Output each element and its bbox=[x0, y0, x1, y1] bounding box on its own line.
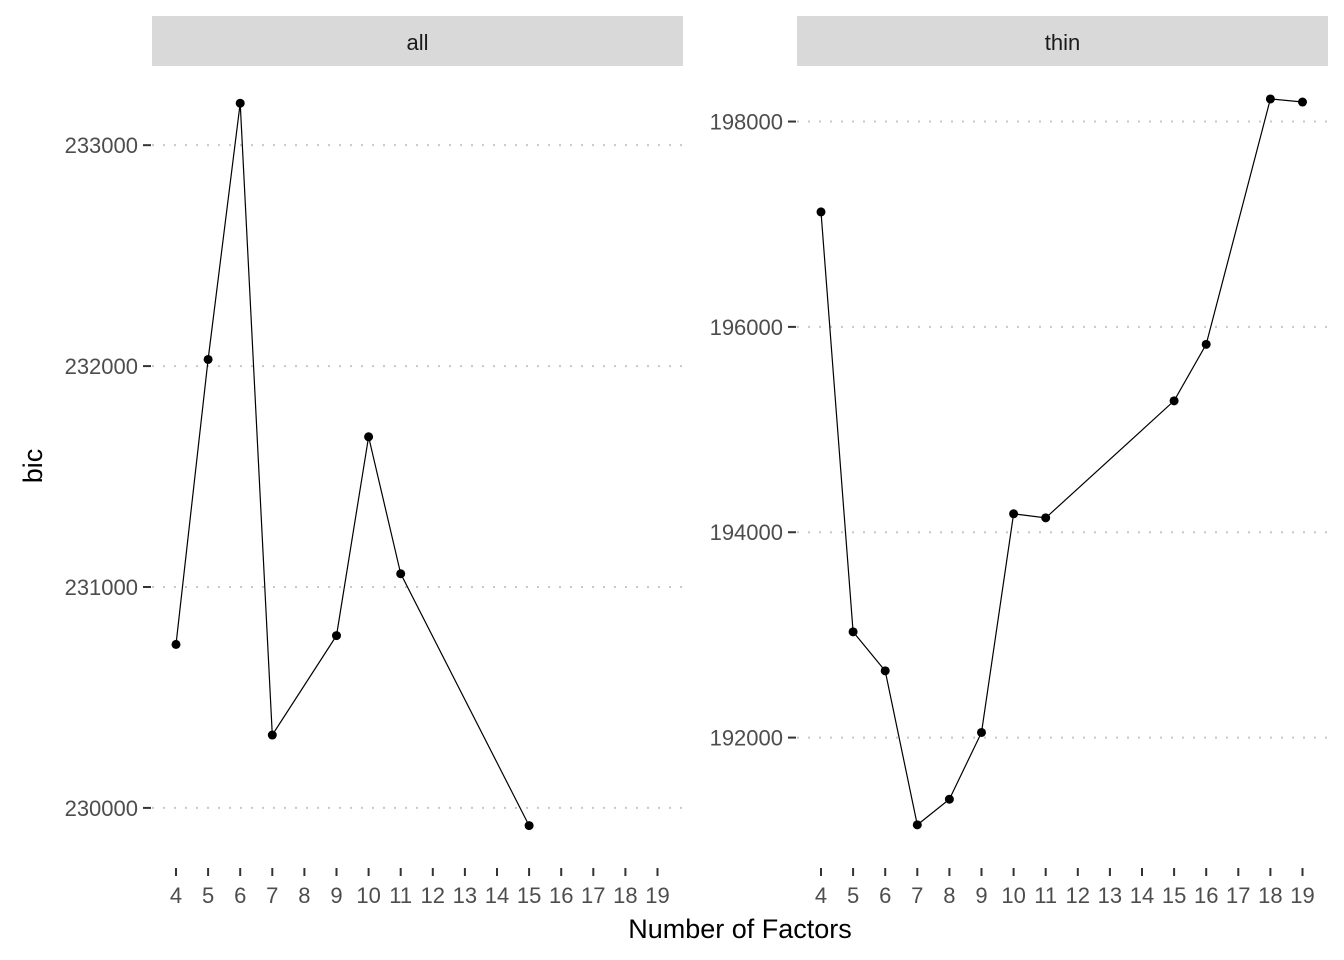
x-tick-label-all-18: 18 bbox=[613, 883, 637, 908]
data-point-thin-4 bbox=[816, 207, 826, 217]
x-axis-title: Number of Factors bbox=[628, 914, 852, 944]
data-point-thin-7 bbox=[912, 820, 922, 830]
x-tick-label-thin-4: 4 bbox=[815, 883, 827, 908]
y-axis-all: 230000 231000 232000 233000 bbox=[65, 133, 151, 821]
x-tick-label-thin-18: 18 bbox=[1258, 883, 1282, 908]
data-point-thin-6 bbox=[880, 666, 890, 676]
x-tick-label-thin-8: 8 bbox=[943, 883, 955, 908]
data-point-thin-5 bbox=[848, 627, 858, 637]
x-tick-label-thin-5: 5 bbox=[847, 883, 859, 908]
strip-label-all: all bbox=[406, 30, 428, 55]
data-point-all-10 bbox=[364, 432, 374, 442]
x-tick-label-all-10: 10 bbox=[356, 883, 380, 908]
series-line-thin bbox=[820, 98, 1303, 826]
y-tick-label-all-232000: 232000 bbox=[65, 354, 138, 379]
x-axis-thin: 4 5 6 7 8 9 10 11 12 13 14 15 16 17 18 19 bbox=[815, 868, 1315, 908]
data-point-all-9 bbox=[332, 631, 341, 641]
y-tick-label-thin-196000: 196000 bbox=[710, 315, 783, 340]
data-point-thin-18 bbox=[1265, 94, 1275, 104]
y-axis-thin: 192000 194000 196000 198000 bbox=[710, 110, 796, 751]
data-point-all-7 bbox=[267, 730, 277, 740]
x-tick-label-all-7: 7 bbox=[266, 883, 278, 908]
x-tick-label-thin-12: 12 bbox=[1066, 883, 1090, 908]
y-tick-label-all-231000: 231000 bbox=[65, 575, 138, 600]
panel-all: all 230000 231000 232000 233000 4 5 6 7 8 9 10 11 1… bbox=[65, 16, 683, 908]
x-tick-label-all-17: 17 bbox=[581, 883, 605, 908]
y-axis-title: bic bbox=[18, 449, 48, 484]
data-point-thin-16 bbox=[1201, 339, 1211, 349]
x-tick-label-thin-14: 14 bbox=[1130, 883, 1154, 908]
series-all bbox=[171, 98, 534, 831]
x-tick-label-all-4: 4 bbox=[170, 883, 182, 908]
strip-background-all bbox=[152, 16, 683, 66]
x-tick-label-thin-9: 9 bbox=[975, 883, 987, 908]
series-line-all bbox=[175, 103, 530, 826]
y-tick-label-thin-194000: 194000 bbox=[710, 520, 783, 545]
data-point-all-5 bbox=[203, 354, 213, 364]
x-tick-label-all-13: 13 bbox=[453, 883, 477, 908]
x-tick-label-all-14: 14 bbox=[485, 883, 509, 908]
data-point-thin-19 bbox=[1298, 97, 1307, 107]
data-point-all-6 bbox=[235, 98, 245, 108]
y-tick-label-thin-192000: 192000 bbox=[710, 726, 783, 751]
x-tick-label-all-12: 12 bbox=[421, 883, 445, 908]
data-point-thin-15 bbox=[1169, 396, 1179, 406]
x-tick-label-all-6: 6 bbox=[234, 883, 246, 908]
x-tick-label-all-15: 15 bbox=[517, 883, 541, 908]
series-thin bbox=[816, 94, 1307, 830]
data-point-all-15 bbox=[524, 821, 534, 831]
data-point-thin-11 bbox=[1041, 513, 1051, 523]
x-tick-label-thin-6: 6 bbox=[879, 883, 891, 908]
gridlines-thin bbox=[797, 120, 1328, 739]
x-tick-label-all-5: 5 bbox=[202, 883, 214, 908]
x-tick-label-thin-17: 17 bbox=[1226, 883, 1250, 908]
x-tick-label-thin-19: 19 bbox=[1290, 883, 1314, 908]
y-tick-label-all-233000: 233000 bbox=[65, 133, 138, 158]
gridlines-all bbox=[152, 144, 683, 809]
x-tick-label-all-16: 16 bbox=[549, 883, 573, 908]
x-tick-label-thin-13: 13 bbox=[1098, 883, 1122, 908]
x-tick-label-thin-15: 15 bbox=[1162, 883, 1186, 908]
strip-label-thin: thin bbox=[1045, 30, 1080, 55]
x-tick-label-all-8: 8 bbox=[298, 883, 310, 908]
strip-background-thin bbox=[797, 16, 1328, 66]
x-tick-label-all-9: 9 bbox=[330, 883, 342, 908]
panel-thin: thin 192000 194000 196000 198000 4 5 6 7 8 9 10 11… bbox=[710, 16, 1328, 908]
x-tick-label-all-19: 19 bbox=[645, 883, 669, 908]
data-point-thin-9 bbox=[977, 727, 986, 737]
x-tick-label-thin-16: 16 bbox=[1194, 883, 1218, 908]
data-point-thin-10 bbox=[1009, 509, 1019, 519]
x-axis-all: 4 5 6 7 8 9 10 11 12 13 14 15 16 17 18 19 bbox=[170, 868, 670, 908]
data-point-all-11 bbox=[396, 569, 406, 579]
data-point-all-4 bbox=[171, 639, 181, 649]
data-point-thin-8 bbox=[944, 794, 954, 804]
x-tick-label-thin-11: 11 bbox=[1034, 883, 1057, 908]
y-tick-label-thin-198000: 198000 bbox=[710, 110, 783, 135]
x-tick-label-thin-10: 10 bbox=[1001, 883, 1025, 908]
x-tick-label-all-11: 11 bbox=[389, 883, 412, 908]
x-tick-label-thin-7: 7 bbox=[911, 883, 923, 908]
y-tick-label-all-230000: 230000 bbox=[65, 796, 138, 821]
